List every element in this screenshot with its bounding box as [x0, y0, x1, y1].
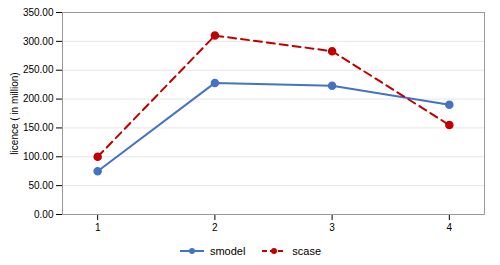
svg-text:licence ( in million): licence ( in million): [9, 72, 20, 154]
svg-text:100.00: 100.00: [23, 151, 54, 162]
html-text:smodel: smodel: [209, 245, 246, 257]
svg-text:200.00: 200.00: [23, 93, 54, 104]
svg-text:4: 4: [447, 222, 453, 233]
svg-text:250.00: 250.00: [23, 64, 54, 75]
svg-text:150.00: 150.00: [23, 122, 54, 133]
svg-text:3: 3: [329, 222, 335, 233]
svg-text:350.00: 350.00: [23, 7, 54, 18]
html-text:scase: scase: [292, 245, 322, 257]
svg-text:1: 1: [95, 222, 101, 233]
svg-text:50.00: 50.00: [28, 180, 53, 191]
svg-text:2: 2: [212, 222, 218, 233]
svg-text:0.00: 0.00: [34, 209, 54, 220]
svg-text:300.00: 300.00: [23, 36, 54, 47]
